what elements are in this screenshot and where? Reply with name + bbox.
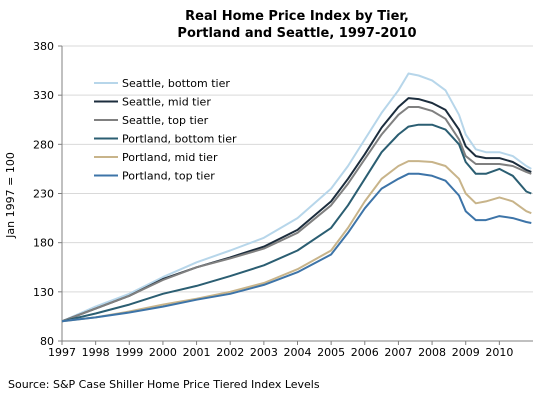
x-tick-label: 2006 (351, 346, 379, 359)
series-line-4 (61, 123, 532, 323)
x-tick-label: 1997 (48, 346, 76, 359)
y-tick-label: 180 (33, 237, 54, 250)
y-tick-label: 380 (33, 40, 54, 53)
x-tick-label: 2005 (317, 346, 345, 359)
x-tick-label: 2003 (250, 346, 278, 359)
legend-label: Seattle, bottom tier (122, 77, 230, 90)
x-tick-label: 2007 (384, 346, 412, 359)
chart-title: Real Home Price Index by Tier, Portland a… (177, 9, 416, 41)
x-axis-ticks: 1997 1998 1999 2000 2001 2002 2003 2004 2005 2006… (48, 341, 513, 359)
x-tick-label: 2001 (183, 346, 211, 359)
x-tick-label: 2000 (149, 346, 177, 359)
series-line-3 (61, 106, 532, 323)
x-tick-label: 2008 (418, 346, 446, 359)
x-tick-label: 1998 (82, 346, 110, 359)
chart-title-line: Real Home Price Index by Tier, (185, 9, 409, 24)
source-note: Source: S&P Case Shiller Home Price Tier… (8, 378, 320, 391)
x-tick-label: 1999 (115, 346, 143, 359)
y-tick-label: 280 (33, 138, 54, 151)
y-axis-ticks: 80 130 180 230 280 330 380 (33, 40, 62, 348)
legend-label: Seattle, mid tier (122, 96, 211, 109)
series-line-1 (61, 72, 532, 323)
y-tick-label: 230 (33, 188, 54, 201)
legend: Seattle, bottom tier Seattle, mid tier Sea… (94, 77, 237, 183)
chart-title-line: Portland and Seattle, 1997-2010 (177, 26, 416, 41)
x-tick-label: 2010 (485, 346, 513, 359)
y-axis-label: Jan 1997 = 100 (4, 152, 17, 239)
gridlines (62, 45, 533, 293)
y-tick-label: 330 (33, 89, 54, 102)
legend-label: Portland, bottom tier (122, 133, 237, 146)
series-line-6 (61, 172, 532, 323)
x-tick-label: 2009 (452, 346, 480, 359)
series-lines (61, 72, 532, 323)
x-tick-label: 2004 (284, 346, 312, 359)
legend-label: Portland, top tier (122, 170, 215, 183)
y-tick-label: 80 (40, 335, 54, 348)
legend-label: Portland, mid tier (122, 151, 218, 164)
y-tick-label: 130 (33, 286, 54, 299)
x-tick-label: 2002 (216, 346, 244, 359)
legend-label: Seattle, top tier (122, 114, 209, 127)
